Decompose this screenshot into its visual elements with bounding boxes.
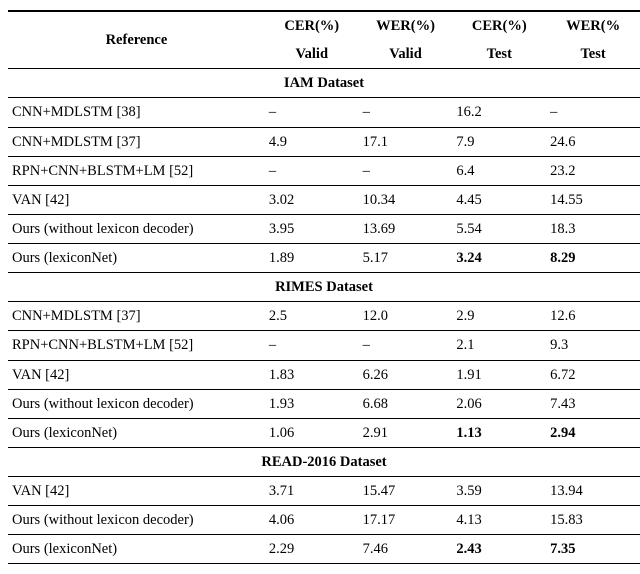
cell-value: 13.69: [359, 214, 453, 243]
table-row: Ours (without lexicon decoder)3.9513.695…: [8, 214, 640, 243]
cell-value: 8.29: [546, 244, 640, 273]
cell-reference: Ours (without lexicon decoder): [8, 389, 265, 418]
cell-value: 15.83: [546, 506, 640, 535]
cell-value: 1.91: [452, 360, 546, 389]
section-header: IAM Dataset: [8, 69, 640, 98]
table-row: CNN+MDLSTM [38]––16.2–: [8, 98, 640, 127]
table-row: Ours (without lexicon decoder)4.0617.174…: [8, 506, 640, 535]
cell-value: –: [265, 156, 359, 185]
cell-value: –: [359, 98, 453, 127]
cell-reference: Ours (lexiconNet): [8, 418, 265, 447]
cell-value: 14.55: [546, 185, 640, 214]
cell-reference: VAN [42]: [8, 360, 265, 389]
cell-reference: VAN [42]: [8, 477, 265, 506]
table-row: Ours (lexiconNet)2.297.462.437.35: [8, 535, 640, 564]
cell-value: 2.91: [359, 418, 453, 447]
cell-value: 17.17: [359, 506, 453, 535]
cell-value: 3.71: [265, 477, 359, 506]
col-header-wer-valid-l1: WER(%): [359, 11, 453, 40]
cell-value: 3.59: [452, 477, 546, 506]
cell-value: 3.24: [452, 244, 546, 273]
cell-value: 1.93: [265, 389, 359, 418]
cell-value: 1.06: [265, 418, 359, 447]
table-row: CNN+MDLSTM [37]2.512.02.912.6: [8, 302, 640, 331]
table-row: Ours (without lexicon decoder)1.936.682.…: [8, 389, 640, 418]
cell-value: 2.5: [265, 302, 359, 331]
col-header-wer-test-l2: Test: [546, 40, 640, 69]
cell-value: 9.3: [546, 331, 640, 360]
section-header: RIMES Dataset: [8, 273, 640, 302]
cell-value: 12.0: [359, 302, 453, 331]
cell-value: 2.06: [452, 389, 546, 418]
cell-value: 2.43: [452, 535, 546, 564]
cell-value: –: [265, 331, 359, 360]
col-header-wer-test-l1: WER(%: [546, 11, 640, 40]
cell-value: 6.26: [359, 360, 453, 389]
cell-value: 17.1: [359, 127, 453, 156]
table-row: Ours (lexiconNet)1.062.911.132.94: [8, 418, 640, 447]
cell-value: 2.9: [452, 302, 546, 331]
cell-value: 5.54: [452, 214, 546, 243]
table-row: VAN [42]3.0210.344.4514.55: [8, 185, 640, 214]
results-table: Reference CER(%) WER(%) CER(%) WER(% Val…: [8, 10, 640, 564]
cell-value: 16.2: [452, 98, 546, 127]
cell-reference: Ours (lexiconNet): [8, 244, 265, 273]
cell-value: –: [265, 98, 359, 127]
cell-value: 1.89: [265, 244, 359, 273]
cell-value: 18.3: [546, 214, 640, 243]
cell-reference: Ours (lexiconNet): [8, 535, 265, 564]
table-row: VAN [42]3.7115.473.5913.94: [8, 477, 640, 506]
cell-value: 6.4: [452, 156, 546, 185]
cell-value: 1.13: [452, 418, 546, 447]
cell-value: 10.34: [359, 185, 453, 214]
cell-value: 2.29: [265, 535, 359, 564]
cell-reference: CNN+MDLSTM [38]: [8, 98, 265, 127]
cell-value: 5.17: [359, 244, 453, 273]
table-row: RPN+CNN+BLSTM+LM [52]––6.423.2: [8, 156, 640, 185]
cell-value: 3.02: [265, 185, 359, 214]
col-header-cer-test-l2: Test: [452, 40, 546, 69]
col-header-cer-valid-l2: Valid: [265, 40, 359, 69]
cell-value: 4.13: [452, 506, 546, 535]
cell-value: 2.94: [546, 418, 640, 447]
table-row: RPN+CNN+BLSTM+LM [52]––2.19.3: [8, 331, 640, 360]
cell-value: 12.6: [546, 302, 640, 331]
cell-value: 15.47: [359, 477, 453, 506]
cell-value: 4.45: [452, 185, 546, 214]
cell-value: 24.6: [546, 127, 640, 156]
section-header: READ-2016 Dataset: [8, 447, 640, 476]
col-header-reference: Reference: [8, 11, 265, 69]
cell-reference: VAN [42]: [8, 185, 265, 214]
cell-value: 7.35: [546, 535, 640, 564]
cell-reference: Ours (without lexicon decoder): [8, 506, 265, 535]
cell-value: 13.94: [546, 477, 640, 506]
cell-value: 6.72: [546, 360, 640, 389]
cell-reference: CNN+MDLSTM [37]: [8, 127, 265, 156]
table-row: Ours (lexiconNet)1.895.173.248.29: [8, 244, 640, 273]
table-body: IAM DatasetCNN+MDLSTM [38]––16.2–CNN+MDL…: [8, 69, 640, 565]
cell-value: 2.1: [452, 331, 546, 360]
table-row: CNN+MDLSTM [37]4.917.17.924.6: [8, 127, 640, 156]
cell-reference: RPN+CNN+BLSTM+LM [52]: [8, 331, 265, 360]
cell-value: 7.46: [359, 535, 453, 564]
cell-value: 4.9: [265, 127, 359, 156]
cell-value: 7.9: [452, 127, 546, 156]
cell-value: 6.68: [359, 389, 453, 418]
cell-reference: CNN+MDLSTM [37]: [8, 302, 265, 331]
cell-value: 4.06: [265, 506, 359, 535]
col-header-cer-test-l1: CER(%): [452, 11, 546, 40]
col-header-wer-valid-l2: Valid: [359, 40, 453, 69]
cell-reference: RPN+CNN+BLSTM+LM [52]: [8, 156, 265, 185]
cell-value: 7.43: [546, 389, 640, 418]
cell-value: 3.95: [265, 214, 359, 243]
cell-value: –: [359, 156, 453, 185]
table-row: VAN [42]1.836.261.916.72: [8, 360, 640, 389]
cell-reference: Ours (without lexicon decoder): [8, 214, 265, 243]
cell-value: –: [359, 331, 453, 360]
col-header-cer-valid-l1: CER(%): [265, 11, 359, 40]
cell-value: –: [546, 98, 640, 127]
cell-value: 1.83: [265, 360, 359, 389]
cell-value: 23.2: [546, 156, 640, 185]
